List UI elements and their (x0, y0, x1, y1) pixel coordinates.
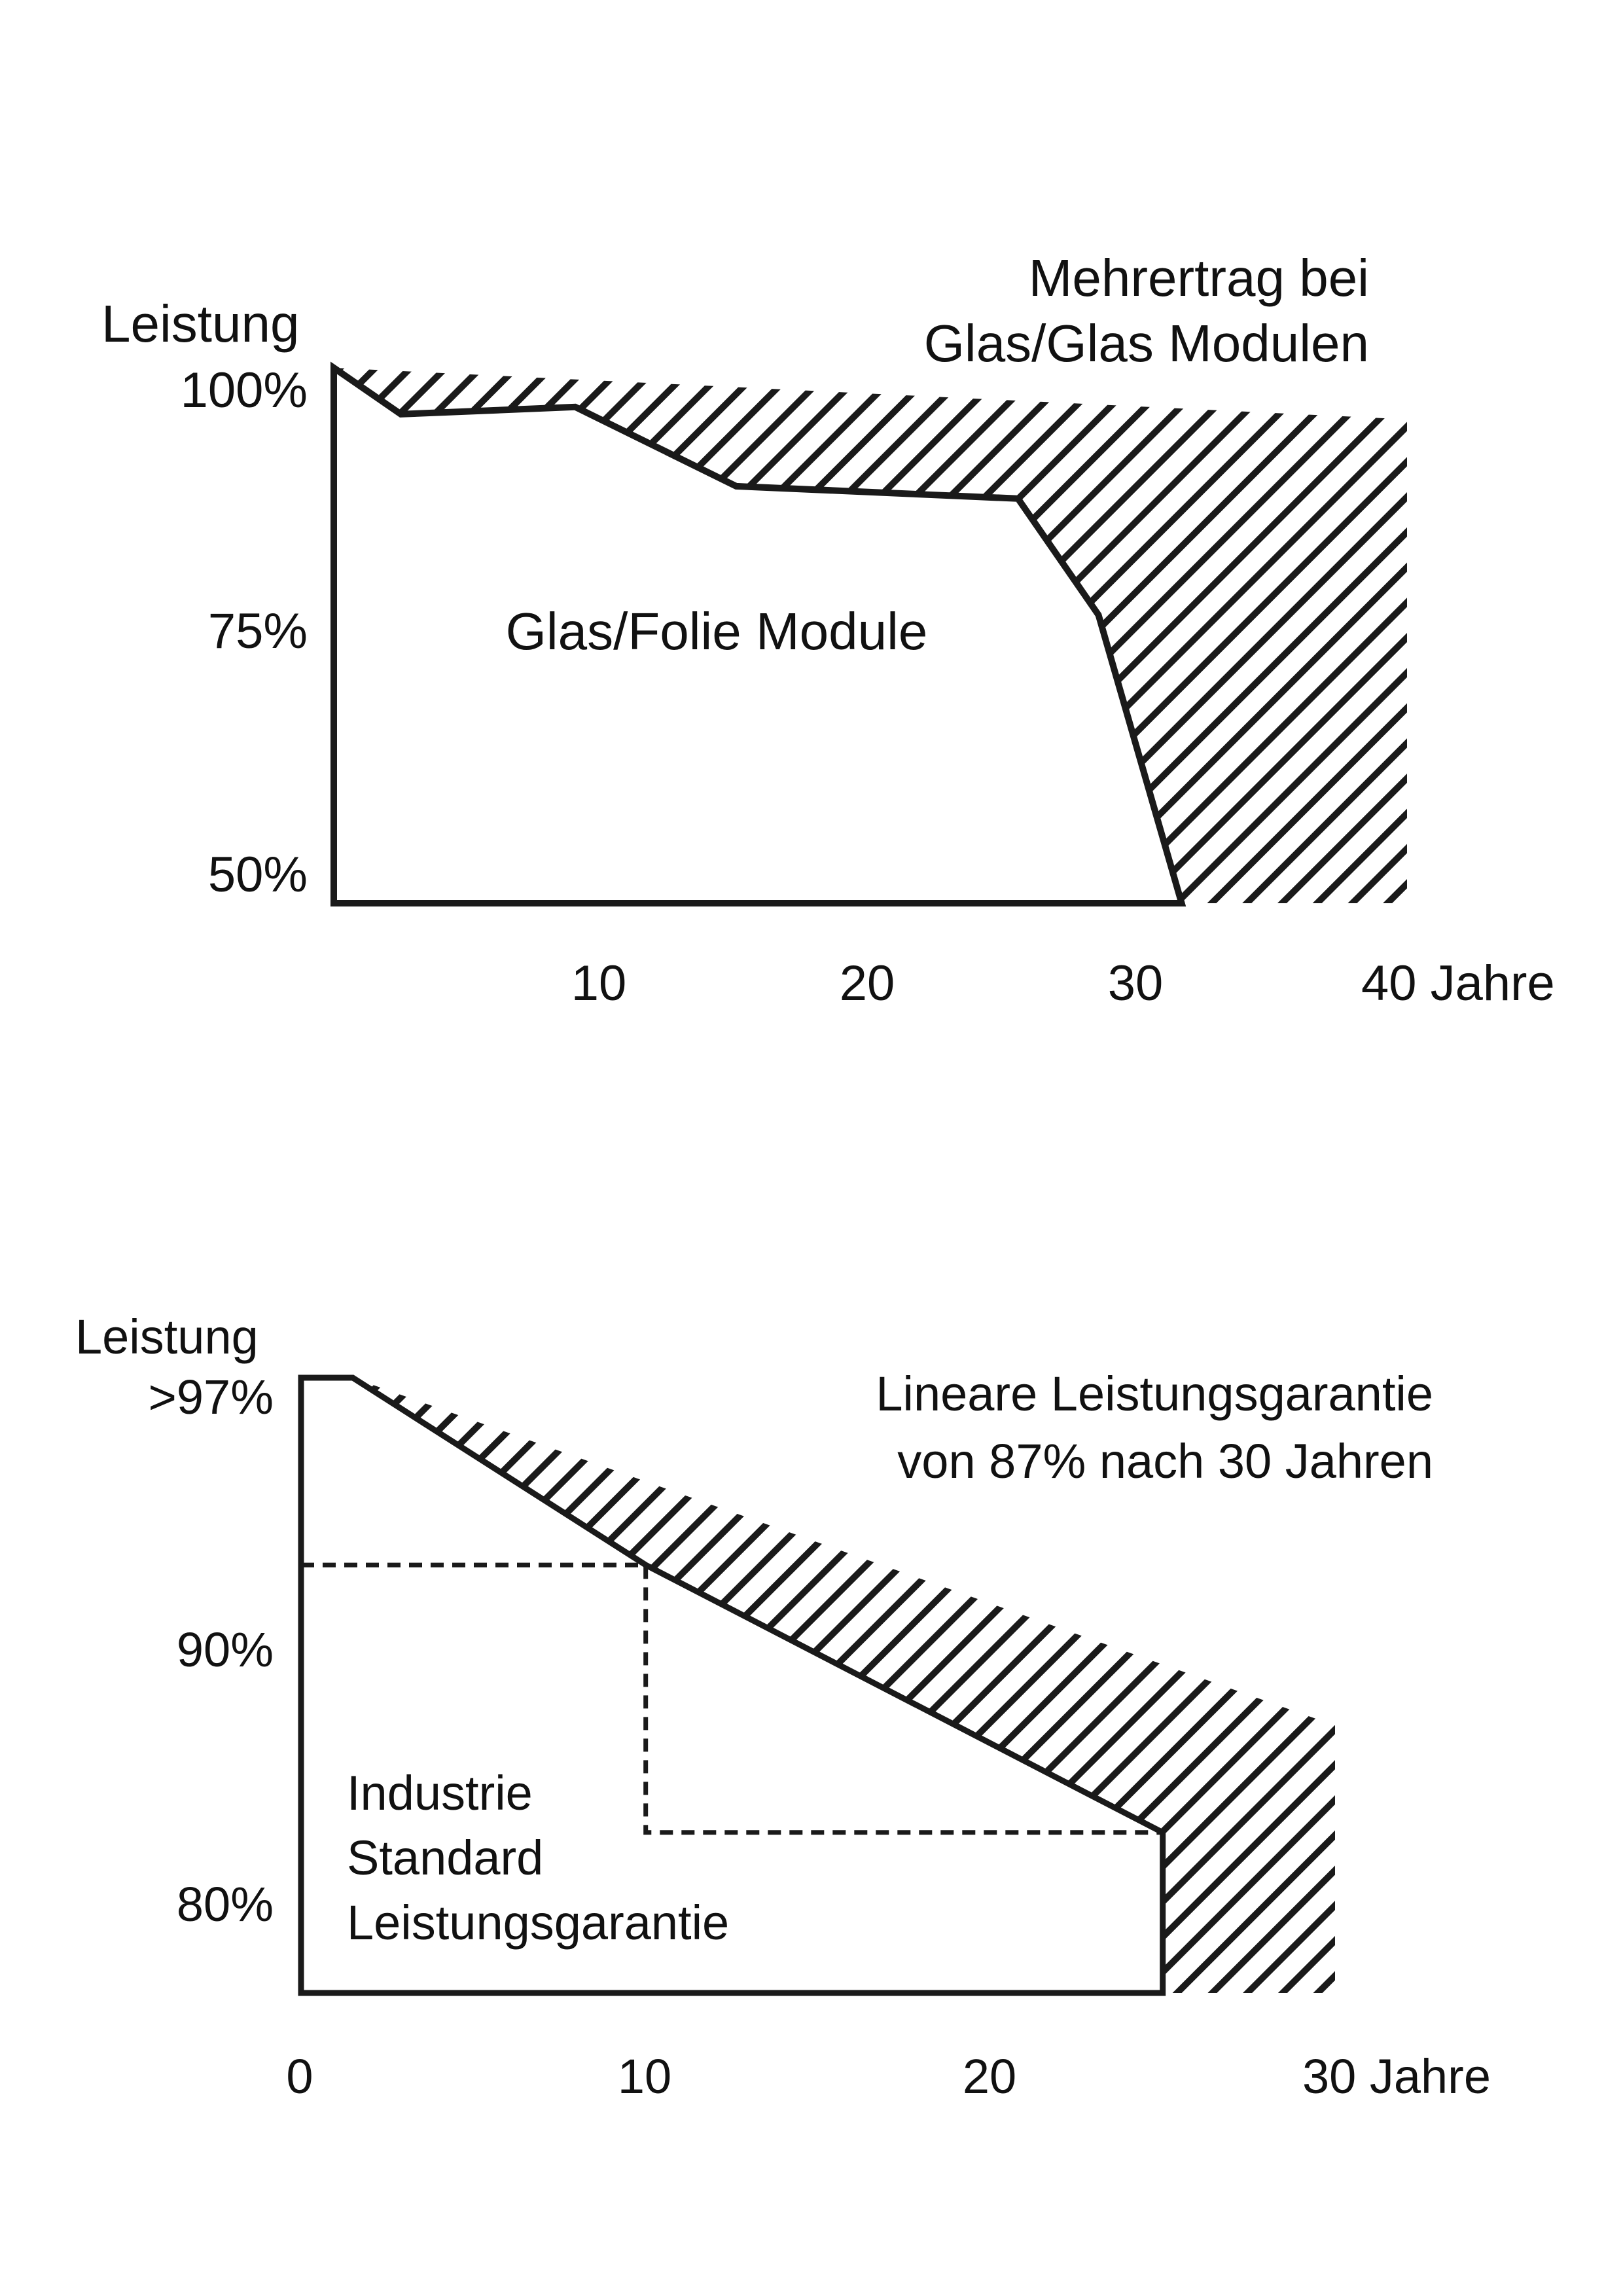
chart-1-x-tick-label: 30 (1108, 956, 1164, 1011)
chart-1-hatch-label: Mehrertrag bei (1029, 249, 1369, 307)
chart-2-x-tick-label: 20 (963, 2049, 1016, 2104)
chart-1-hatch-label: Glas/Glas Modulen (924, 314, 1369, 372)
chart-2-x-tick-label: 10 (618, 2049, 671, 2104)
chart-1-y-tick-label: 50% (208, 847, 308, 903)
chart-2-industry-standard-line (301, 1562, 1163, 1835)
chart-1-x-tick-label: 10 (571, 956, 627, 1011)
chart-1-x-tick-label: 20 (840, 956, 895, 1011)
chart-2-guarantee-outline (298, 1374, 1166, 1996)
chart-2-y-tick-label: 80% (177, 1877, 274, 1931)
chart-1-x-tick-label: 40 Jahre (1361, 956, 1555, 1011)
chart-2-y-axis-label: Leistung (75, 1310, 259, 1364)
chart-1: Leistung 100% 75% 50% 10 20 30 40 Jahre … (101, 249, 1555, 1011)
chart-1-module-outline (330, 361, 1186, 906)
chart-1-y-tick-label: 75% (208, 603, 308, 659)
chart-2-inner-label: Leistungsgarantie (347, 1895, 729, 1950)
chart-2: Leistung >97% 90% 80% 0 10 20 30 Jahre I… (75, 1310, 1491, 2104)
chart-2-y-tick-label: 90% (177, 1623, 274, 1677)
chart-2-inner-label: Standard (347, 1831, 543, 1885)
chart-2-guarantee-area (301, 1378, 1163, 1993)
chart-2-y-tick-label: >97% (149, 1370, 274, 1424)
chart-1-y-tick-label: 100% (181, 363, 308, 418)
chart-2-x-tick-label: 30 Jahre (1302, 2049, 1491, 2104)
chart-2-inner-label: Industrie (347, 1766, 533, 1820)
chart-2-hatch-label: Lineare Leistungsgarantie (876, 1367, 1433, 1421)
chart-1-inner-label: Glas/Folie Module (506, 602, 928, 660)
chart-1-y-axis-label: Leistung (101, 295, 299, 353)
chart-2-x-tick-label: 0 (286, 2049, 313, 2104)
chart-1-module-area (334, 368, 1182, 903)
chart-2-hatch-label: von 87% nach 30 Jahren (897, 1434, 1433, 1488)
